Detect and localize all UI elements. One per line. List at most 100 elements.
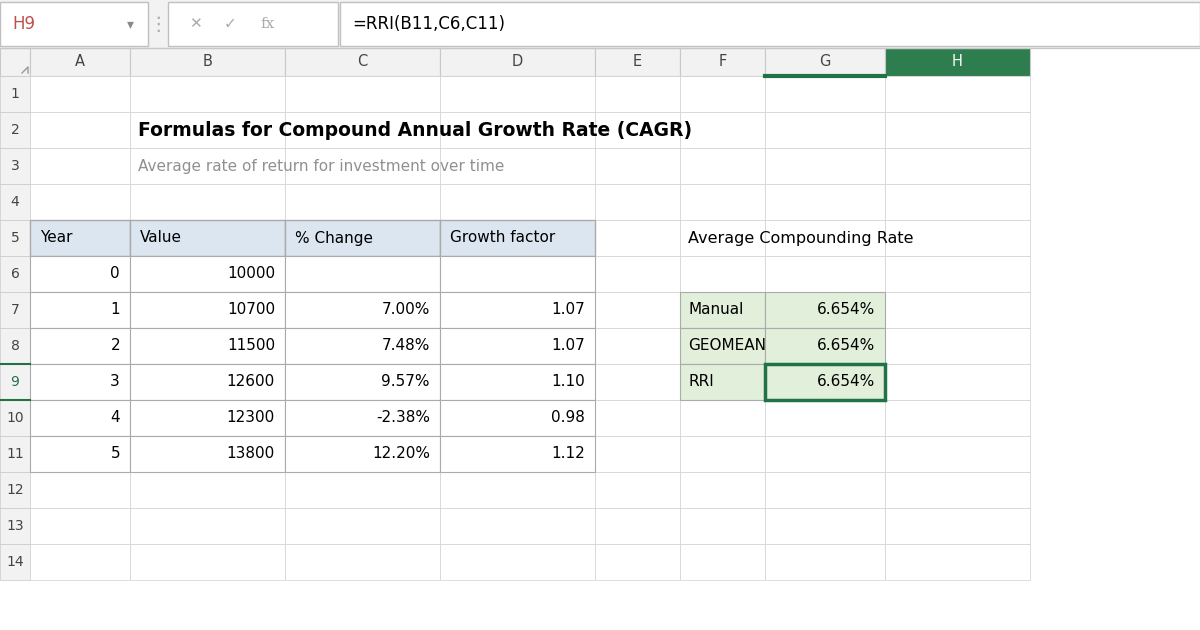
Bar bbox=[440, 472, 595, 508]
Bar bbox=[130, 220, 286, 256]
Bar bbox=[680, 328, 766, 364]
Text: 12600: 12600 bbox=[227, 374, 275, 389]
Bar bbox=[30, 472, 130, 508]
Bar bbox=[286, 436, 440, 472]
Text: ✓: ✓ bbox=[223, 16, 236, 32]
Bar bbox=[440, 256, 595, 292]
Text: 6: 6 bbox=[11, 267, 19, 281]
Bar bbox=[130, 48, 286, 76]
Text: 12.20%: 12.20% bbox=[372, 447, 430, 462]
Text: 9: 9 bbox=[11, 375, 19, 389]
Bar bbox=[30, 364, 130, 400]
Bar bbox=[766, 220, 886, 256]
Bar bbox=[286, 48, 440, 76]
Bar bbox=[30, 400, 130, 436]
Text: Year: Year bbox=[40, 231, 72, 246]
Bar bbox=[286, 364, 440, 400]
Text: 1.10: 1.10 bbox=[551, 374, 586, 389]
Text: -2.38%: -2.38% bbox=[376, 411, 430, 425]
Bar bbox=[595, 76, 680, 112]
Bar bbox=[680, 48, 766, 76]
Bar bbox=[680, 472, 766, 508]
Text: 1.07: 1.07 bbox=[551, 338, 586, 353]
Bar bbox=[680, 400, 766, 436]
Bar bbox=[680, 256, 766, 292]
Bar bbox=[440, 364, 595, 400]
Bar bbox=[766, 400, 886, 436]
Text: 13800: 13800 bbox=[227, 447, 275, 462]
Bar bbox=[130, 256, 286, 292]
Bar bbox=[680, 328, 766, 364]
Bar bbox=[595, 184, 680, 220]
Text: 10700: 10700 bbox=[227, 302, 275, 318]
Bar bbox=[595, 544, 680, 580]
Bar bbox=[766, 364, 886, 400]
Bar bbox=[286, 256, 440, 292]
Bar bbox=[440, 220, 595, 256]
Text: E: E bbox=[632, 55, 642, 69]
Bar bbox=[886, 184, 1030, 220]
Bar bbox=[440, 256, 595, 292]
Bar bbox=[286, 400, 440, 436]
Bar bbox=[886, 364, 1030, 400]
Bar bbox=[30, 148, 130, 184]
Bar bbox=[130, 436, 286, 472]
Text: 5: 5 bbox=[110, 447, 120, 462]
Bar bbox=[168, 2, 338, 46]
Bar bbox=[30, 292, 130, 328]
Text: 0: 0 bbox=[110, 266, 120, 282]
Bar bbox=[286, 328, 440, 364]
Bar bbox=[130, 472, 286, 508]
Text: 10000: 10000 bbox=[227, 266, 275, 282]
Bar bbox=[766, 112, 886, 148]
Bar bbox=[595, 48, 680, 76]
Bar bbox=[886, 148, 1030, 184]
Bar bbox=[286, 112, 440, 148]
Text: fx: fx bbox=[260, 17, 275, 31]
Text: 6.654%: 6.654% bbox=[817, 338, 875, 353]
Bar bbox=[286, 76, 440, 112]
Bar bbox=[30, 220, 130, 256]
Bar bbox=[440, 436, 595, 472]
Bar bbox=[0, 48, 30, 76]
Text: 7: 7 bbox=[11, 303, 19, 317]
Text: 2: 2 bbox=[11, 123, 19, 137]
Bar bbox=[0, 472, 30, 508]
Bar bbox=[886, 328, 1030, 364]
Bar bbox=[0, 184, 30, 220]
Text: 4: 4 bbox=[11, 195, 19, 209]
Text: 1: 1 bbox=[11, 87, 19, 101]
Text: 11: 11 bbox=[6, 447, 24, 461]
Bar bbox=[30, 328, 130, 364]
Text: G: G bbox=[820, 55, 830, 69]
Text: F: F bbox=[719, 55, 727, 69]
Bar bbox=[0, 148, 30, 184]
Bar bbox=[286, 220, 440, 256]
Bar bbox=[886, 436, 1030, 472]
Bar bbox=[595, 148, 680, 184]
Text: H9: H9 bbox=[12, 15, 35, 33]
Bar bbox=[286, 292, 440, 328]
Bar bbox=[130, 544, 286, 580]
Bar bbox=[595, 472, 680, 508]
Bar bbox=[0, 112, 30, 148]
Bar bbox=[886, 400, 1030, 436]
Text: % Change: % Change bbox=[295, 231, 373, 246]
Text: 1: 1 bbox=[110, 302, 120, 318]
Bar bbox=[0, 400, 30, 436]
Bar bbox=[440, 436, 595, 472]
Bar bbox=[286, 508, 440, 544]
Bar bbox=[286, 220, 440, 256]
Bar bbox=[595, 292, 680, 328]
Bar bbox=[0, 328, 30, 364]
Text: H: H bbox=[952, 55, 962, 69]
Bar bbox=[440, 220, 595, 256]
Text: 5: 5 bbox=[11, 231, 19, 245]
Bar bbox=[30, 184, 130, 220]
Bar bbox=[440, 292, 595, 328]
Bar bbox=[130, 220, 286, 256]
Bar bbox=[680, 292, 766, 328]
Bar bbox=[30, 76, 130, 112]
Text: 0.98: 0.98 bbox=[551, 411, 586, 425]
Bar bbox=[0, 544, 30, 580]
